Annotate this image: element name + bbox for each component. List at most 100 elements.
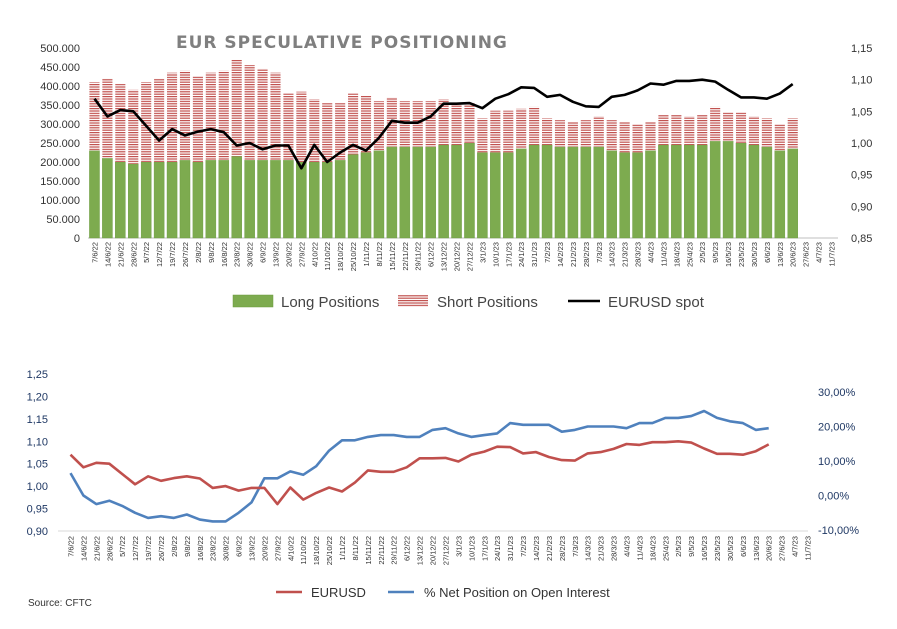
short-position-bar [296, 91, 307, 162]
long-position-bar [761, 146, 773, 239]
bottom-x-tick: 4/7/23 [791, 536, 800, 557]
top-legend: Long Positions Short Positions EURUSD spot [232, 294, 705, 311]
top-x-tick: 21/6/22 [116, 242, 125, 267]
long-position-bar [128, 163, 139, 239]
short-position-bar [606, 120, 617, 151]
long-position-bar [580, 146, 592, 239]
short-position-bar [205, 72, 216, 161]
short-position-bar [710, 106, 721, 142]
bottom-x-tick: 27/6/23 [778, 536, 787, 561]
long-position-bar [787, 148, 798, 239]
bottom-y-right-tick: 30,00% [818, 387, 856, 399]
short-position-bar [761, 118, 772, 147]
top-y-left-tick: 400.000 [40, 81, 80, 93]
bottom-x-tick: 16/5/23 [700, 536, 709, 561]
bottom-x-tick: 21/2/23 [545, 536, 554, 561]
eurusd-line [69, 440, 770, 506]
top-x-tick: 29/11/22 [414, 242, 423, 271]
bottom-x-tick: 28/3/23 [610, 536, 619, 561]
top-y-left-tick: 300.000 [40, 119, 80, 131]
long-position-bar [102, 157, 113, 239]
top-y-right-tick: 0,85 [851, 233, 872, 245]
top-x-tick: 1/11/22 [362, 242, 371, 266]
bottom-x-tick: 30/5/23 [726, 536, 735, 561]
bottom-y-left-tick: 1,25 [27, 369, 48, 381]
bottom-x-tick: 16/8/22 [196, 536, 205, 561]
short-position-bar [567, 122, 578, 147]
long-position-bar [425, 146, 436, 239]
long-position-bar [373, 150, 385, 239]
bottom-y-right-tick: -10,00% [818, 525, 859, 537]
bottom-x-tick: 26/7/22 [157, 536, 166, 561]
bottom-x-tick: 2/5/23 [674, 536, 683, 557]
short-position-bar [231, 59, 242, 157]
top-y-left-tick: 450.000 [40, 62, 80, 74]
bottom-chart: 0,90 0,95 1,00 1,05 1,10 1,15 1,20 1,25 -10,00% 0… [27, 369, 860, 565]
top-x-tick: 17/1/23 [504, 242, 513, 267]
bottom-x-tick: 14/3/23 [584, 536, 593, 561]
long-position-bar [257, 159, 268, 239]
top-x-tick: 25/4/23 [685, 242, 694, 267]
long-position-bar [386, 146, 398, 239]
top-y-left-tick: 250.000 [40, 138, 80, 150]
long-position-bar [140, 161, 152, 239]
short-position-bar [516, 108, 527, 149]
top-x-tick: 27/9/22 [297, 242, 306, 267]
short-position-bar [102, 78, 113, 159]
top-y-right-tick: 1,05 [851, 106, 872, 118]
top-y-left-tick: 500.000 [40, 43, 80, 55]
bottom-x-tick: 25/10/22 [325, 536, 334, 565]
long-position-bar [593, 146, 605, 239]
bottom-x-tick: 20/6/23 [765, 536, 774, 561]
short-position-bar [671, 114, 682, 145]
long-position-bar [554, 146, 566, 239]
long-position-bar [399, 146, 411, 239]
top-x-tick: 23/5/23 [737, 242, 746, 267]
short-position-bar [658, 114, 669, 145]
top-x-tick: 11/10/22 [323, 242, 332, 271]
bottom-x-tick: 7/3/23 [571, 536, 580, 557]
bottom-y-left-tick: 1,00 [27, 481, 48, 493]
long-position-bar [684, 144, 695, 239]
short-position-bar [89, 82, 100, 151]
long-position-bar [696, 144, 708, 239]
long-position-bar [283, 159, 294, 239]
top-x-tick: 23/8/22 [233, 242, 242, 267]
top-x-tick: 15/11/22 [388, 242, 397, 271]
top-x-tick: 3/1/23 [478, 242, 487, 263]
short-position-bar [244, 65, 255, 161]
short-position-bar [309, 99, 320, 162]
long-position-bar [218, 159, 230, 239]
bottom-x-tick: 20/9/22 [260, 536, 269, 561]
short-position-bar [179, 70, 191, 161]
top-x-tick: 5/7/22 [142, 242, 151, 263]
top-x-tick: 2/5/23 [698, 242, 707, 263]
long-position-bar [619, 152, 630, 239]
bottom-x-tick: 11/7/23 [804, 536, 813, 560]
bottom-x-tick: 11/10/22 [299, 536, 308, 565]
short-position-bar [270, 72, 281, 161]
short-position-bar [192, 76, 203, 162]
top-x-tick: 30/5/23 [750, 242, 759, 267]
long-position-bar [541, 144, 553, 239]
short-position-bar [464, 103, 475, 143]
bottom-y-left-tick: 1,05 [27, 459, 48, 471]
bottom-x-tick: 6/9/22 [235, 536, 244, 557]
eurusd-spot-line [93, 78, 794, 170]
short-position-bar [787, 118, 798, 149]
source-note: Source: CFTC [28, 598, 92, 609]
bottom-y-right-tick: 10,00% [818, 456, 856, 468]
top-y-left-tick: 200.000 [40, 157, 80, 169]
top-x-tick: 13/12/22 [440, 242, 449, 271]
short-position-bar [697, 114, 708, 145]
top-x-tick: 30/8/22 [246, 242, 255, 267]
short-position-bar [167, 72, 178, 162]
long-position-bar [179, 159, 191, 239]
long-position-bar [606, 150, 617, 239]
top-x-tick: 14/6/22 [103, 242, 112, 267]
top-x-tick: 28/3/23 [634, 242, 643, 267]
bottom-x-tick: 21/3/23 [597, 536, 606, 561]
long-position-bar [515, 148, 527, 239]
top-x-tick: 7/3/23 [595, 242, 604, 263]
short-position-bar [257, 68, 268, 161]
